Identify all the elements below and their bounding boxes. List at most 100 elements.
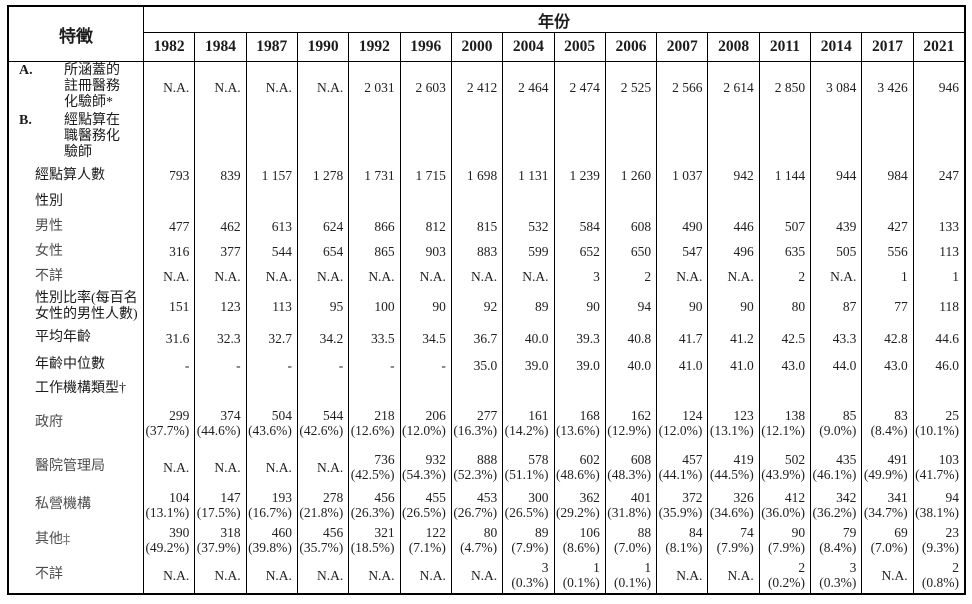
section-marker-covered-registered: A. [19,63,33,78]
cell-enumerated-count-2011: 1 144 [758,162,810,189]
cell-government-2017: 83 (8.4%) [861,399,912,447]
cell-private-sector-2017: 341 (34.7%) [861,487,912,522]
cell-male-2017: 427 [861,214,912,239]
cell-enumerated-count-2000: 1 698 [450,162,502,189]
cell-enumerated-working-2011 [758,112,810,162]
cell-government-1990: 544 (42.6%) [296,399,348,447]
cell-covered-registered-2004: 2 464 [502,62,553,112]
cell-enumerated-count-2006: 1 260 [604,162,656,189]
cell-hospital-authority-1996: 932 (54.3%) [399,447,451,487]
cell-sex-ratio-2007: 90 [656,289,707,324]
medical-lab-technologists-by-year-table: 特徵 年份 1982 1984 1987 1990 1992 1996 2000 2004 20… [7,5,966,595]
row-label-text-others: 其他‡ [35,531,70,547]
cell-female-1992: 865 [348,239,399,264]
cell-work-sector-type-1982 [143,378,194,399]
cell-female-2017: 556 [861,239,912,264]
cell-work-sector-type-2014 [810,378,861,399]
cell-sex-ratio-2021: 118 [912,289,964,324]
cell-median-age-1984: - [194,352,245,378]
cell-hospital-authority-1992: 736 (42.5%) [348,447,399,487]
cell-sector-unknown-2006: 1 (0.1%) [604,557,656,593]
cell-sector-unknown-2014: 3 (0.3%) [810,557,861,593]
cell-sex-2006 [604,189,656,214]
cell-government-1982: 299 (37.7%) [143,399,194,447]
cell-median-age-2005: 39.0 [553,352,605,378]
cell-sex-unknown-2005: 3 [553,264,605,289]
cell-male-1992: 866 [348,214,399,239]
cell-median-age-2007: 41.0 [656,352,707,378]
cell-male-2005: 584 [553,214,605,239]
cell-private-sector-2008: 326 (34.6%) [707,487,758,522]
cell-covered-registered-2006: 2 525 [604,62,656,112]
cell-hospital-authority-1990: N.A. [296,447,348,487]
year-header-2000: 2000 [450,33,503,62]
year-header-1984: 1984 [194,33,246,62]
cell-private-sector-2000: 453 (26.7%) [450,487,502,522]
cell-enumerated-working-2005 [553,112,605,162]
cell-hospital-authority-2005: 602 (48.6%) [553,447,605,487]
cell-female-2007: 547 [656,239,707,264]
cell-private-sector-2007: 372 (35.9%) [656,487,707,522]
cell-others-1992: 321 (18.5%) [348,522,399,557]
cell-sector-unknown-2017: N.A. [861,557,912,593]
cell-covered-registered-1984: N.A. [194,62,245,112]
cell-sex-unknown-2000: N.A. [450,264,502,289]
cell-female-2004: 599 [502,239,553,264]
cell-private-sector-1990: 278 (21.8%) [296,487,348,522]
cell-female-1990: 654 [296,239,348,264]
cell-government-2014: 85 (9.0%) [810,399,861,447]
row-label-sex: 性別 [9,189,143,214]
cell-covered-registered-2007: 2 566 [656,62,707,112]
cell-enumerated-count-2005: 1 239 [553,162,605,189]
cell-enumerated-working-1984 [194,112,245,162]
cell-female-2021: 113 [912,239,964,264]
cell-sector-unknown-1996: N.A. [399,557,451,593]
cell-work-sector-type-1996 [399,378,451,399]
cell-enumerated-working-2014 [810,112,861,162]
cell-sex-1990 [296,189,348,214]
cell-sex-unknown-1996: N.A. [399,264,451,289]
cell-sex-unknown-2017: 1 [861,264,912,289]
year-header-1992: 1992 [348,33,400,62]
row-label-government: 政府 [9,399,143,447]
year-header-label: 年份 [537,13,570,31]
cell-female-1982: 316 [143,239,194,264]
cell-sector-unknown-2011: 2 (0.2%) [758,557,810,593]
year-header-2017: 2017 [861,33,913,62]
cell-work-sector-type-2017 [861,378,912,399]
cell-enumerated-working-1996 [399,112,451,162]
year-header-2006: 2006 [604,33,657,62]
row-label-text-mean-age: 平均年齡 [35,330,91,346]
row-label-text-work-sector-type: 工作機構類型† [35,380,126,396]
cell-enumerated-working-2021 [912,112,964,162]
cell-enumerated-working-1982 [143,112,194,162]
year-header-2004: 2004 [502,33,554,62]
cell-sector-unknown-1982: N.A. [143,557,194,593]
cell-sex-ratio-1990: 95 [296,289,348,324]
cell-female-2006: 650 [604,239,656,264]
cell-government-1996: 206 (12.0%) [399,399,451,447]
year-header-2021: 2021 [912,33,964,62]
cell-female-2014: 505 [810,239,861,264]
cell-sector-unknown-1990: N.A. [296,557,348,593]
cell-median-age-1992: - [348,352,399,378]
cell-work-sector-type-2007 [656,378,707,399]
row-label-hospital-authority: 醫院管理局 [9,447,143,487]
cell-female-2011: 635 [758,239,810,264]
row-label-text-enumerated-count: 經點算人數 [35,167,105,183]
cell-sex-ratio-1992: 100 [348,289,399,324]
cell-covered-registered-1987: N.A. [245,62,297,112]
cell-work-sector-type-1992 [348,378,399,399]
cell-work-sector-type-2011 [758,378,810,399]
cell-hospital-authority-2007: 457 (44.1%) [656,447,707,487]
row-label-female: 女性 [9,239,143,264]
row-label-text-male: 男性 [35,218,63,234]
cell-sex-ratio-2000: 92 [450,289,502,324]
cell-male-1990: 624 [296,214,348,239]
cell-work-sector-type-2000 [450,378,502,399]
cell-private-sector-2011: 412 (36.0%) [758,487,810,522]
cell-work-sector-type-2021 [912,378,964,399]
cell-sex-ratio-2006: 94 [604,289,656,324]
cell-government-1987: 504 (43.6%) [245,399,297,447]
row-label-enumerated-count: 經點算人數 [9,162,143,189]
